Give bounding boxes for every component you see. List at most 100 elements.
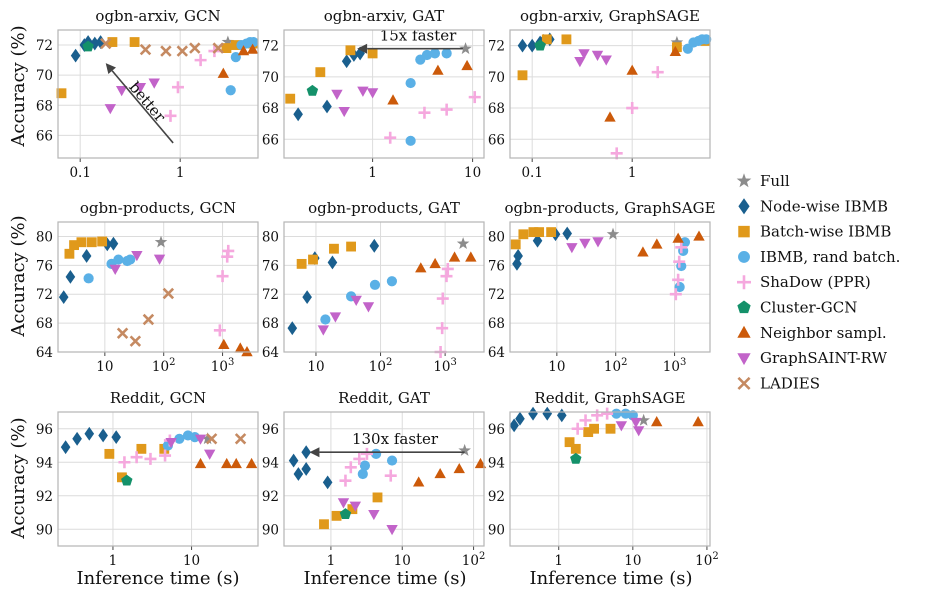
point-shadow-ppr [360,447,373,460]
x-tick-label: 102 [604,357,628,375]
point-neighbor-sampl [453,462,465,474]
point-neighbor-sampl [693,230,705,241]
point-node-wise-ibmb [515,411,525,426]
x-tick-label: 102 [462,551,486,569]
annotation-arrow [111,70,174,144]
legend-item-batch-wise-ibmb: Batch-wise IBMB [738,223,891,241]
point-batch-wise-ibmb [129,37,140,47]
legend-label: Full [760,172,790,190]
point-shadow-ppr [673,255,686,268]
legend-item-ibmb-rand-batch: IBMB, rand batch. [738,248,900,266]
y-axis-label-row-1: Accuracy (%) [8,25,29,147]
point-batch-wise-ibmb [346,241,357,252]
point-shadow-ppr [194,54,207,67]
plot-area [284,412,484,546]
point-neighbor-sampl [245,457,258,469]
panel-title: ogbn-arxiv, GCN [95,7,220,25]
point-ibmb-rand-batch [370,448,382,459]
point-ibmb-rand-batch [369,279,381,290]
legend-marker-node-wise-ibmb [738,198,750,215]
point-graphsaint-rw [317,325,330,336]
point-batch-wise-ibmb [221,43,232,53]
annotation-arrow-head [357,43,368,54]
x-axis-label-col-3: Inference time (s) [529,568,692,589]
x-tick-label: 1 [554,553,563,569]
y-tick-label: 72 [488,39,505,55]
point-neighbor-sampl [234,342,246,353]
point-ibmb-rand-batch [421,49,433,61]
point-ibmb-rand-batch [405,77,416,89]
point-neighbor-sampl [387,94,399,105]
legend-marker-batch-wise-ibmb [738,225,750,238]
point-shadow-ppr [651,66,664,79]
point-ibmb-rand-batch [248,36,259,48]
point-neighbor-sampl [230,457,242,469]
point-neighbor-sampl [626,64,638,75]
point-shadow-ppr [222,244,235,257]
point-graphsaint-rw [386,525,398,536]
legend-label: Batch-wise IBMB [760,223,891,241]
panel-title: ogbn-products, GCN [80,199,236,217]
point-neighbor-sampl [474,457,487,469]
point-shadow-ppr [171,81,184,94]
panel-title: ogbn-arxiv, GAT [324,7,445,25]
point-shadow-ppr [339,474,352,487]
point-batch-wise-ibmb [589,423,600,434]
legend-item-full: Full [736,172,790,190]
y-tick-label: 96 [36,422,53,438]
panel-title: ogbn-arxiv, GraphSAGE [520,7,700,25]
point-node-wise-ibmb [81,249,92,263]
y-tick-label: 72 [488,287,505,303]
point-shadow-ppr [436,322,449,335]
point-ladies [160,45,172,57]
point-graphsaint-rw [591,50,604,61]
legend-label: LADIES [760,374,820,392]
plot-frame [283,29,485,159]
y-axis-label-row-2: Accuracy (%) [8,215,29,337]
point-node-wise-ibmb [542,406,553,421]
legend-marker-full [736,173,752,188]
y-tick-label: 68 [262,101,279,117]
point-ibmb-rand-batch [225,85,236,96]
y-tick-label: 66 [488,132,505,148]
legend-label: Node-wise IBMB [760,197,888,215]
point-graphsaint-rw [134,83,147,94]
point-shadow-ppr [579,414,592,427]
point-neighbor-sampl [246,43,259,54]
point-shadow-ppr [384,131,397,144]
plot-frame [509,29,711,159]
point-graphsaint-rw [368,509,380,521]
point-graphsaint-rw [578,49,590,60]
point-graphsaint-rw [148,78,160,89]
point-batch-wise-ibmb [345,45,356,56]
legend-marker-ladies [737,376,751,390]
plot-area [510,412,710,546]
y-tick-label: 92 [488,489,505,505]
point-ibmb-rand-batch [701,34,712,45]
point-batch-wise-ibmb [97,236,108,247]
legend-marker-ibmb-rand-batch [738,250,750,263]
point-node-wise-ibmb [70,48,81,63]
point-node-wise-ibmb [369,238,380,253]
point-neighbor-sampl [461,59,473,71]
point-shadow-ppr [675,241,688,254]
y-tick-label: 68 [36,316,53,332]
point-batch-wise-ibmb [319,519,329,530]
legend-item-node-wise-ibmb: Node-wise IBMB [738,197,888,215]
point-full [456,237,470,250]
point-neighbor-sampl [434,467,446,479]
point-graphsaint-rw [203,449,216,460]
point-ibmb-rand-batch [429,48,441,59]
point-batch-wise-ibmb [372,492,383,503]
point-ibmb-rand-batch [357,468,368,480]
y-tick-label: 90 [488,522,505,538]
point-graphsaint-rw [574,57,586,68]
point-neighbor-sampl [651,416,663,427]
legend-marker-cluster-gcn [737,300,751,314]
point-neighbor-sampl [604,111,616,122]
point-batch-wise-ibmb [367,48,378,59]
point-node-wise-ibmb [89,36,100,51]
annotation-arrow-head [309,447,320,458]
panel-title: ogbn-products, GAT [308,199,460,217]
